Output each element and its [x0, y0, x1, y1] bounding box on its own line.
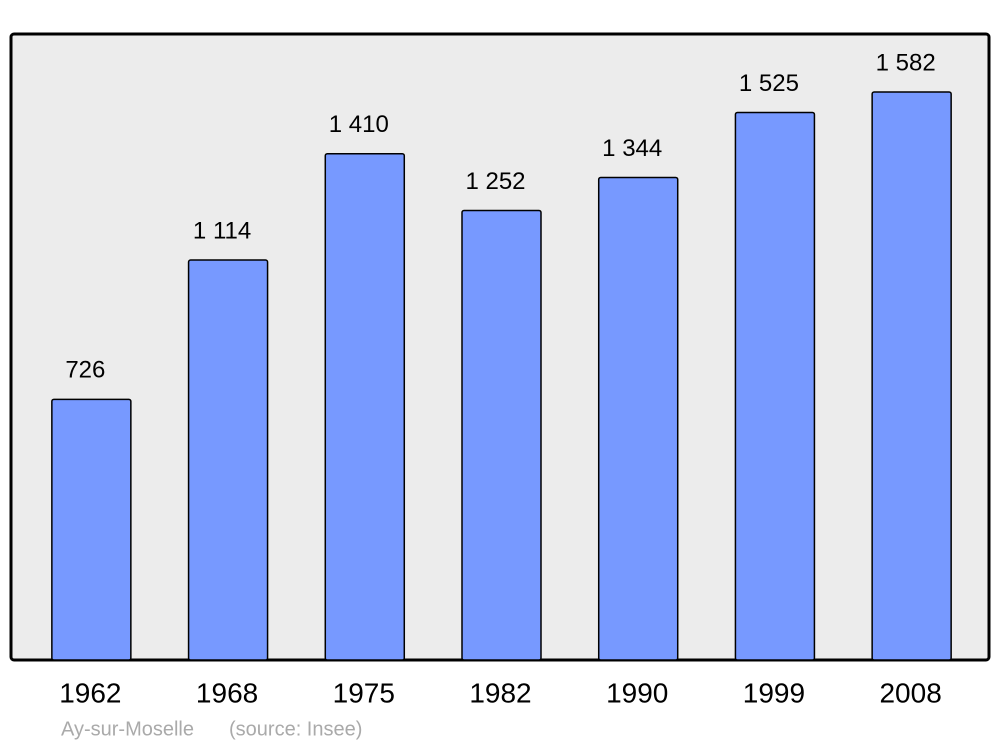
bar [871, 91, 952, 661]
value-label: 726 [65, 357, 105, 384]
value-label: 1 582 [876, 49, 936, 76]
x-tick-label: 1962 [59, 677, 121, 708]
value-label: 1 410 [329, 111, 389, 138]
x-tick-label: 1975 [333, 677, 395, 708]
bar [187, 259, 269, 661]
x-tick-label: 1990 [606, 677, 668, 708]
bar [597, 176, 679, 661]
x-tick-label: 1999 [743, 677, 805, 708]
x-tick-label: 1968 [196, 677, 258, 708]
value-label: 1 114 [193, 217, 251, 244]
bar [324, 153, 406, 661]
x-tick-label: 1982 [469, 677, 531, 708]
bar [51, 398, 132, 661]
value-label: 1 525 [739, 70, 799, 97]
value-label: 1 252 [465, 168, 525, 195]
value-label: 1 344 [602, 135, 662, 162]
caption: Ay-sur-Moselle [61, 718, 194, 740]
bar [461, 209, 542, 661]
bar [734, 111, 816, 661]
source: (source: Insee) [229, 718, 362, 740]
x-tick-label: 2008 [879, 677, 941, 708]
